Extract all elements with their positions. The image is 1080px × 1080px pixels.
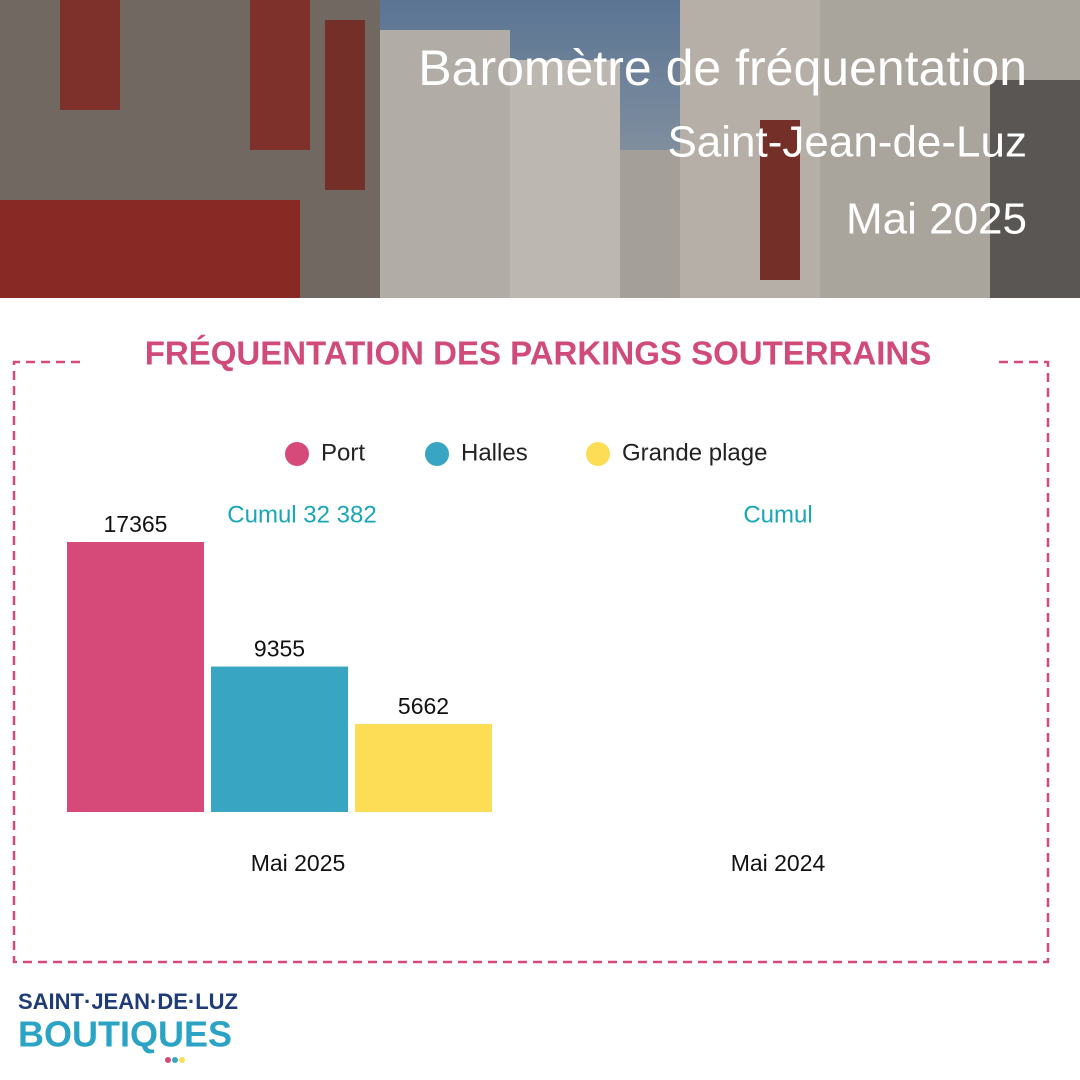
legend-swatch bbox=[425, 442, 449, 466]
logo-line2: BOUTIQUES bbox=[18, 1014, 232, 1055]
header-photo: Baromètre de fréquentation Saint-Jean-de… bbox=[0, 0, 1080, 298]
annotation: Cumul bbox=[743, 501, 812, 528]
legend-label: Halles bbox=[461, 439, 528, 466]
logo-line1: SAINT·JEAN·DE·LUZ bbox=[18, 989, 238, 1014]
header-place: Saint-Jean-de-Luz bbox=[667, 118, 1027, 167]
legend-swatch bbox=[285, 442, 309, 466]
legend-label: Grande plage bbox=[622, 439, 767, 466]
legend-swatch bbox=[586, 442, 610, 466]
bar bbox=[67, 542, 204, 812]
legend-label: Port bbox=[321, 439, 365, 466]
bar bbox=[211, 666, 348, 812]
header-title: Baromètre de fréquentation bbox=[418, 40, 1027, 96]
header-period: Mai 2025 bbox=[846, 195, 1027, 244]
value-label: 9355 bbox=[254, 636, 305, 662]
x-tick-label: Mai 2025 bbox=[251, 850, 346, 876]
logo: SAINT·JEAN·DE·LUZ BOUTIQUES bbox=[18, 989, 238, 1063]
value-label: 5662 bbox=[398, 693, 449, 719]
chart-title: FRÉQUENTATION DES PARKINGS SOUTERRAINS bbox=[145, 335, 932, 372]
x-tick-label: Mai 2024 bbox=[731, 850, 826, 876]
value-label: 17365 bbox=[104, 511, 168, 537]
bar bbox=[355, 723, 492, 812]
annotation: Cumul 32 382 bbox=[227, 501, 376, 528]
